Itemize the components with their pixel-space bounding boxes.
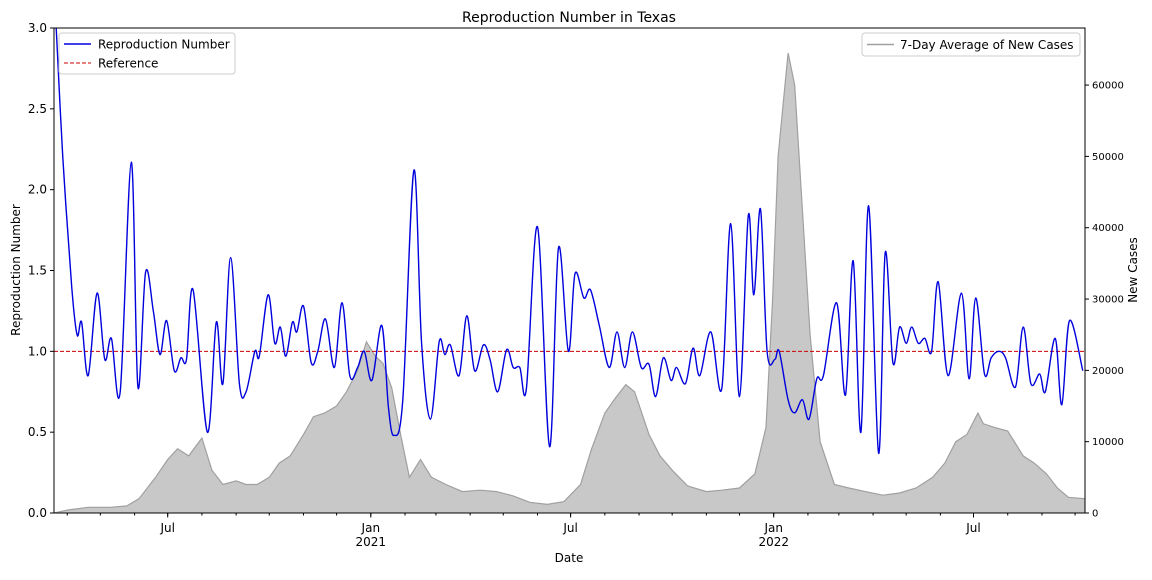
right-tick-label: 50000 bbox=[1092, 152, 1124, 163]
x-tick-label: Jul bbox=[159, 521, 174, 535]
x-tick-label: Jul bbox=[965, 521, 980, 535]
legend-reference-label: Reference bbox=[98, 57, 158, 71]
right-tick-label: 10000 bbox=[1092, 437, 1124, 448]
plot-frame bbox=[53, 27, 1086, 514]
chart-title: Reproduction Number in Texas bbox=[462, 10, 676, 26]
left-tick-label: 1.0 bbox=[28, 344, 47, 358]
legend-right-box bbox=[861, 32, 1081, 57]
x-tick-year-label: 2021 bbox=[356, 535, 387, 549]
x-axis-label: Date bbox=[555, 551, 584, 565]
cases-line bbox=[54, 52, 1085, 513]
x-tick-label: Jan bbox=[763, 521, 783, 535]
left-tick-label: 2.0 bbox=[28, 183, 47, 197]
x-tick-label: Jul bbox=[562, 521, 577, 535]
right-tick-label: 20000 bbox=[1092, 366, 1124, 377]
x-tick-label: Jan bbox=[361, 521, 381, 535]
y-axis-label-right: New Cases bbox=[1126, 237, 1140, 303]
left-tick-label: 2.5 bbox=[28, 102, 47, 116]
left-tick-label: 0.5 bbox=[28, 425, 47, 439]
rt-line bbox=[55, 28, 1084, 454]
cases-area bbox=[54, 53, 1085, 513]
left-tick-label: 1.5 bbox=[28, 264, 47, 278]
right-tick-label: 40000 bbox=[1092, 223, 1124, 234]
right-tick-label: 0 bbox=[1092, 509, 1098, 520]
right-tick-label: 30000 bbox=[1092, 295, 1124, 306]
x-tick-year-label: 2022 bbox=[758, 535, 789, 549]
left-tick-label: 0.0 bbox=[28, 506, 47, 520]
legend-rt-label: Reproduction Number bbox=[98, 38, 230, 52]
right-tick-label: 60000 bbox=[1092, 81, 1124, 92]
y-axis-label-left: Reproduction Number bbox=[9, 204, 23, 336]
legend-left-box bbox=[58, 32, 236, 75]
legend-cases-label: 7-Day Average of New Cases bbox=[900, 38, 1074, 52]
left-tick-label: 3.0 bbox=[28, 21, 47, 35]
